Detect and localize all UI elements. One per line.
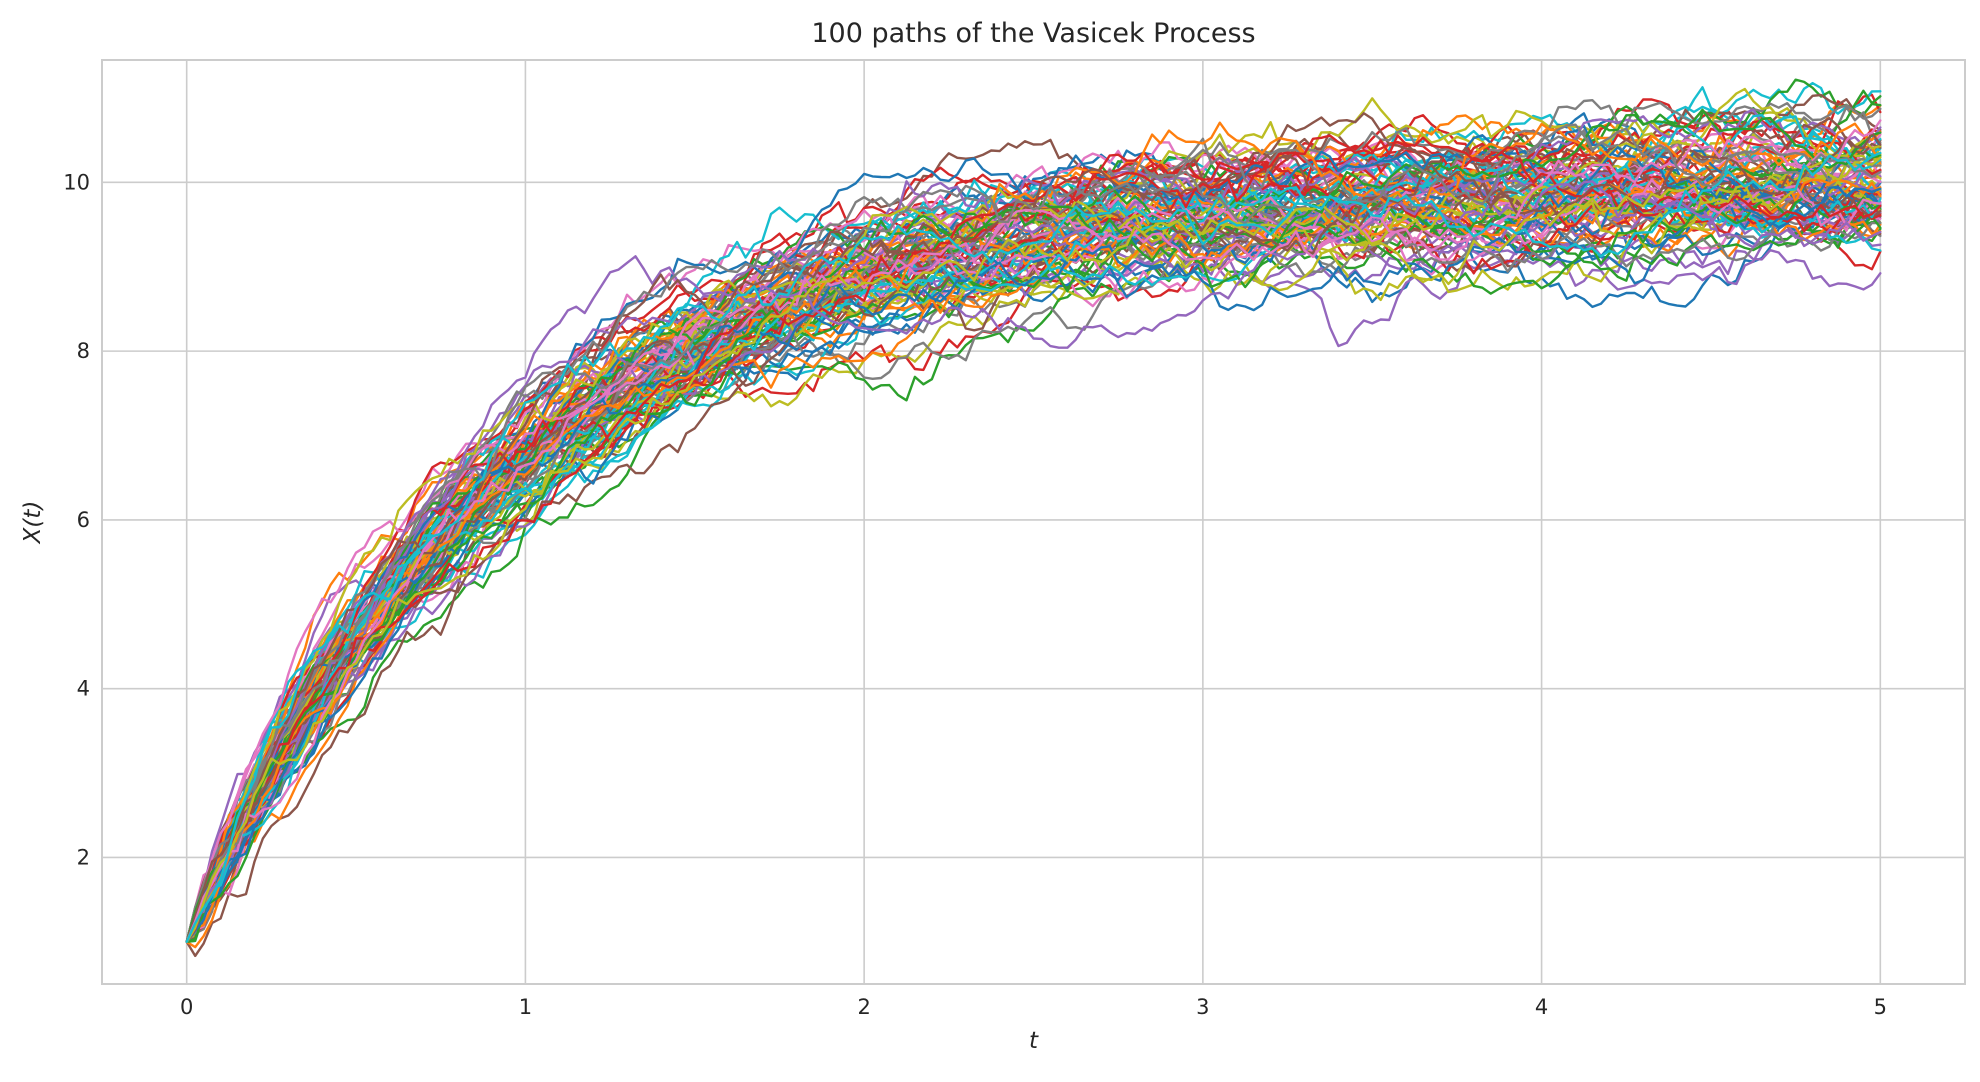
series-path: [185, 184, 1882, 943]
series-path: [185, 151, 1882, 943]
x-axis-label: t: [1029, 1028, 1039, 1054]
chart-title: 100 paths of the Vasicek Process: [811, 18, 1255, 49]
series-path: [185, 108, 1882, 943]
y-tick-label: 8: [77, 339, 90, 363]
x-tick-label: 1: [519, 995, 532, 1019]
plot-frame: [101, 59, 1966, 985]
series-path: [185, 145, 1882, 943]
series-path: [185, 151, 1882, 943]
series-path: [185, 99, 1882, 943]
series-path: [185, 114, 1882, 943]
tick-labels: 0 1 2 3 4 5 2 4 6 8 10: [63, 170, 1887, 1019]
series-path: [185, 157, 1882, 943]
y-axis-label: X(t): [20, 501, 46, 545]
x-tick-label: 3: [1196, 995, 1209, 1019]
series-path: [185, 117, 1882, 943]
y-tick-label: 10: [63, 170, 90, 194]
y-tick-label: 2: [77, 845, 90, 869]
series-path: [185, 123, 1882, 943]
series-path: [185, 119, 1882, 943]
x-tick-label: 0: [180, 995, 193, 1019]
x-tick-label: 5: [1874, 995, 1887, 1019]
x-tick-label: 4: [1535, 995, 1548, 1019]
series-paths: [185, 78, 1882, 958]
y-tick-label: 6: [77, 508, 90, 532]
x-tick-label: 2: [857, 995, 870, 1019]
y-tick-label: 4: [77, 677, 90, 701]
